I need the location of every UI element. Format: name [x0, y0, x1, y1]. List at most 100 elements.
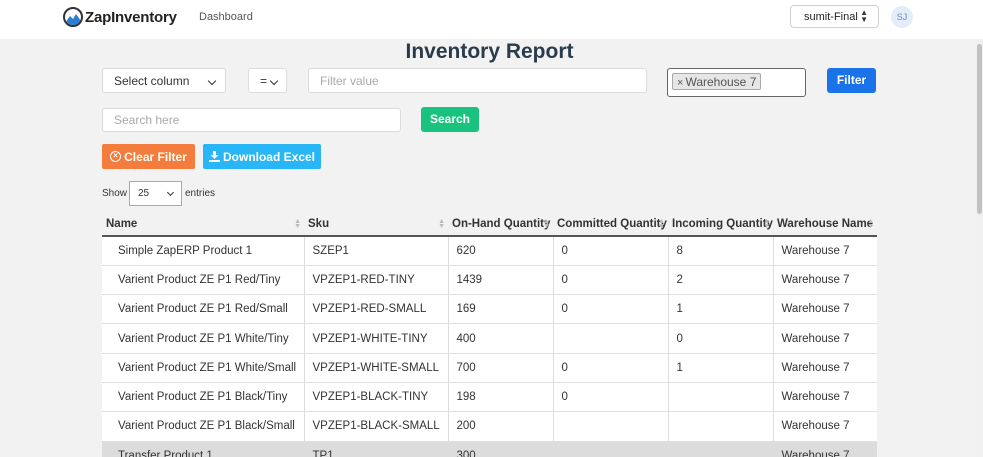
- cell-incoming: [668, 382, 774, 413]
- sort-icon: ▲ ▼: [294, 218, 301, 230]
- cell-name: Simple ZapERP Product 1: [102, 236, 305, 266]
- clear-filter-label: Clear Filter: [124, 149, 187, 164]
- column-header-incoming[interactable]: Incoming Quantity ▲ ▼: [668, 212, 773, 237]
- nav-dashboard-link[interactable]: Dashboard: [199, 11, 253, 23]
- cell-incoming: 2: [668, 265, 774, 296]
- logo-text: ZapInventory: [85, 8, 177, 26]
- filter-button[interactable]: Filter: [827, 68, 876, 93]
- download-excel-label: Download Excel: [222, 149, 316, 164]
- entries-select-value: 25: [138, 188, 150, 199]
- cell-sku: VPZEP1-BLACK-SMALL: [304, 411, 449, 442]
- sort-icon: ▲ ▼: [658, 218, 665, 230]
- chevron-down-icon: [269, 76, 279, 86]
- cell-warehouse: Warehouse 7: [773, 265, 877, 296]
- cell-committed: 0: [553, 265, 669, 296]
- cell-sku: VPZEP1-RED-SMALL: [304, 294, 449, 325]
- cell-name: Varient Product ZE P1 White/Small: [102, 353, 305, 383]
- table-row[interactable]: Varient Product ZE P1 Black/Small VPZEP1…: [102, 411, 877, 442]
- cell-name: Varient Product ZE P1 Black/Small: [102, 411, 305, 442]
- cell-onhand: 1439: [448, 265, 554, 296]
- cell-warehouse: Warehouse 7: [773, 236, 877, 266]
- cell-committed: 0: [553, 294, 669, 325]
- cell-onhand: 169: [448, 294, 554, 325]
- search-input[interactable]: [102, 108, 401, 132]
- chevron-down-icon: [207, 76, 217, 86]
- table-row[interactable]: Simple ZapERP Product 1 SZEP1 620 0 8 Wa…: [102, 236, 877, 266]
- cell-name: Varient Product ZE P1 Red/Tiny: [102, 265, 305, 296]
- cell-warehouse: Warehouse 7: [773, 323, 877, 354]
- scrollbar-thumb[interactable]: [977, 44, 982, 214]
- inventory-table: Name ▲ ▼ Sku ▲ ▼ On-Hand Quantity ▲ ▼ Committe…: [102, 212, 877, 457]
- header-label: Committed Quantity: [557, 217, 667, 230]
- table-header-row: Name ▲ ▼ Sku ▲ ▼ On-Hand Quantity ▲ ▼ Committe…: [102, 212, 877, 237]
- cell-committed: 0: [553, 236, 669, 266]
- header-label: Incoming Quantity: [672, 217, 773, 230]
- cell-warehouse: Warehouse 7: [773, 441, 877, 457]
- company-select[interactable]: sumit-Final ▲ ▼: [790, 5, 879, 28]
- updown-chevron-icon: ▲ ▼: [860, 8, 868, 24]
- sort-icon: ▲ ▼: [438, 218, 445, 230]
- app-logo[interactable]: ZapInventory: [63, 7, 177, 27]
- company-select-value: sumit-Final: [804, 11, 858, 23]
- sort-icon: ▲ ▼: [867, 218, 874, 230]
- header-label: Name: [106, 217, 138, 230]
- column-header-warehouse[interactable]: Warehouse Name ▲ ▼: [773, 212, 877, 237]
- header-label: Warehouse Name: [777, 217, 874, 230]
- operator-select[interactable]: =: [248, 68, 287, 93]
- table-row[interactable]: Varient Product ZE P1 Red/Small VPZEP1-R…: [102, 294, 877, 325]
- cell-committed: 0: [553, 382, 669, 413]
- search-button[interactable]: Search: [421, 107, 479, 132]
- download-excel-button[interactable]: Download Excel: [203, 144, 321, 169]
- table-row[interactable]: Transfer Product 1 TP1 300 Warehouse 7: [102, 441, 877, 457]
- page-title: Inventory Report: [405, 40, 574, 63]
- logo-icon: [63, 7, 83, 27]
- warehouse-multiselect[interactable]: × Warehouse 7: [667, 68, 806, 97]
- cell-onhand: 700: [448, 353, 554, 383]
- cell-sku: VPZEP1-RED-TINY: [304, 265, 449, 296]
- cell-warehouse: Warehouse 7: [773, 411, 877, 442]
- filter-value-input[interactable]: [308, 68, 647, 93]
- page-scrollbar[interactable]: [976, 39, 983, 457]
- cell-sku: VPZEP1-BLACK-TINY: [304, 382, 449, 413]
- header-label: Sku: [308, 217, 330, 230]
- column-select[interactable]: Select column: [102, 68, 226, 93]
- user-avatar[interactable]: SJ: [891, 6, 913, 28]
- top-navbar: ZapInventory Dashboard sumit-Final ▲ ▼ SJ: [0, 0, 983, 39]
- entries-label: entries: [185, 188, 216, 199]
- table-row[interactable]: Varient Product ZE P1 White/Tiny VPZEP1-…: [102, 323, 877, 354]
- cell-incoming: 1: [668, 353, 774, 383]
- column-header-name[interactable]: Name ▲ ▼: [102, 212, 304, 237]
- cell-onhand: 200: [448, 411, 554, 442]
- download-icon: [208, 151, 220, 162]
- table-row[interactable]: Varient Product ZE P1 White/Small VPZEP1…: [102, 353, 877, 383]
- warehouse-tag[interactable]: × Warehouse 7: [672, 73, 762, 90]
- cell-incoming: 1: [668, 294, 774, 325]
- entries-select[interactable]: 25: [129, 181, 182, 206]
- cell-committed: 0: [553, 353, 669, 383]
- column-header-committed[interactable]: Committed Quantity ▲ ▼: [553, 212, 668, 237]
- sort-icon: ▲ ▼: [763, 218, 770, 230]
- cell-sku: TP1: [304, 441, 449, 457]
- cell-warehouse: Warehouse 7: [773, 353, 877, 383]
- cell-sku: VPZEP1-WHITE-SMALL: [304, 353, 449, 383]
- cell-name: Varient Product ZE P1 White/Tiny: [102, 323, 305, 354]
- table-row[interactable]: Varient Product ZE P1 Red/Tiny VPZEP1-RE…: [102, 265, 877, 296]
- table-row[interactable]: Varient Product ZE P1 Black/Tiny VPZEP1-…: [102, 382, 877, 413]
- remove-tag-icon[interactable]: ×: [677, 77, 684, 89]
- cell-warehouse: Warehouse 7: [773, 294, 877, 325]
- warehouse-tag-label: Warehouse 7: [685, 75, 757, 89]
- cell-committed: [553, 441, 669, 457]
- sort-icon: ▲ ▼: [543, 218, 550, 230]
- clear-filter-button[interactable]: × Clear Filter: [102, 144, 195, 169]
- cell-name: Varient Product ZE P1 Black/Tiny: [102, 382, 305, 413]
- cell-sku: SZEP1: [304, 236, 449, 266]
- cell-incoming: 8: [668, 236, 774, 266]
- clear-circle-icon: ×: [110, 151, 122, 162]
- cell-name: Varient Product ZE P1 Red/Small: [102, 294, 305, 325]
- cell-onhand: 198: [448, 382, 554, 413]
- cell-committed: [553, 411, 669, 442]
- column-header-onhand[interactable]: On-Hand Quantity ▲ ▼: [448, 212, 553, 237]
- show-label: Show: [102, 188, 128, 199]
- cell-warehouse: Warehouse 7: [773, 382, 877, 413]
- column-header-sku[interactable]: Sku ▲ ▼: [304, 212, 448, 237]
